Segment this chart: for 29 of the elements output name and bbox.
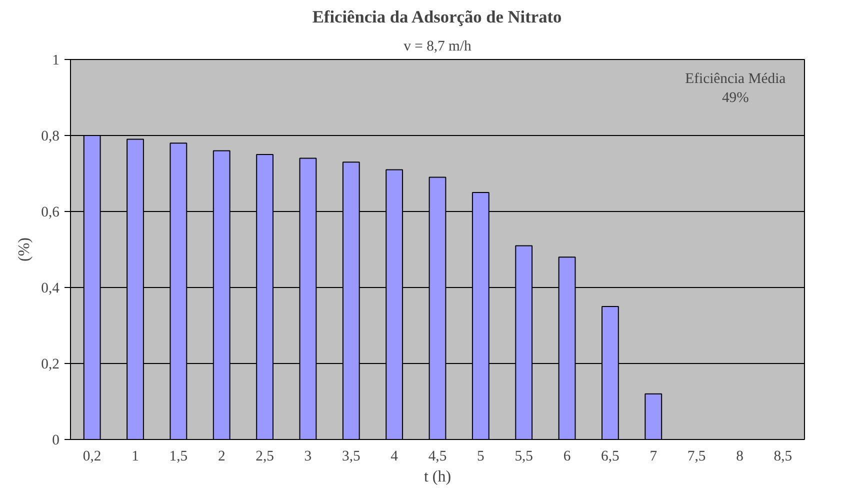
- x-tick-label: 5: [477, 448, 484, 464]
- x-tick-label: 7,5: [687, 448, 706, 464]
- bar: [644, 393, 662, 440]
- x-tick-label: 7: [650, 448, 658, 464]
- y-tick-label: 0,2: [41, 356, 60, 372]
- x-tick-label: 3: [304, 448, 312, 464]
- x-tick-label: 5,5: [514, 448, 534, 464]
- x-tick-label: 1: [132, 448, 139, 464]
- x-axis-title: t (h): [424, 468, 452, 486]
- x-tick-label: 6,5: [601, 448, 620, 464]
- x-tick-label: 2,5: [256, 448, 274, 464]
- x-tick-label: 6: [563, 448, 571, 464]
- chart-title: Eficiência da Adsorção de Nitrato: [312, 8, 562, 26]
- y-axis-title: (%): [16, 238, 34, 262]
- chart-subtitle: v = 8,7 m/h: [404, 38, 472, 54]
- x-tick-label: 0,2: [82, 448, 102, 464]
- y-tick-label: 0,6: [41, 204, 60, 220]
- x-tick-label: 2: [218, 448, 226, 464]
- y-tick-label: 0,4: [41, 280, 60, 296]
- annotation: Eficiência Média 49%: [685, 70, 786, 106]
- y-tick-label: 0,8: [41, 128, 60, 144]
- y-tick-label: 1: [52, 52, 60, 68]
- x-tick-label: 8: [736, 448, 744, 464]
- x-tick-label: 1,5: [169, 448, 188, 464]
- x-tick-label: 3,5: [342, 448, 360, 464]
- x-tick-label: 8,5: [774, 448, 792, 464]
- x-tick-label: 4: [390, 448, 399, 464]
- x-tick-label: 4,5: [428, 448, 447, 464]
- y-tick-label: 0: [52, 432, 60, 448]
